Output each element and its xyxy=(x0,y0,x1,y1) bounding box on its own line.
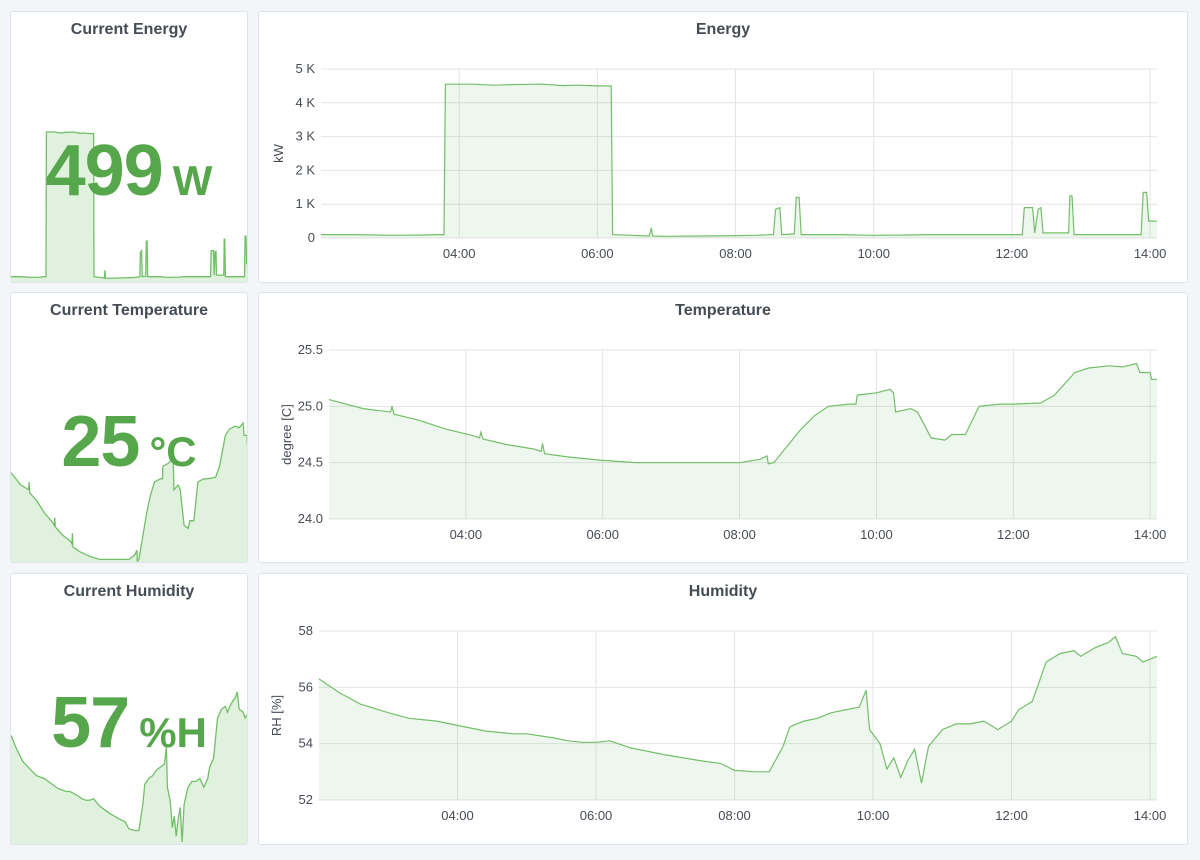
y-tick-label: 4 K xyxy=(295,95,315,110)
x-tick-label: 04:00 xyxy=(443,246,476,261)
y-tick-label: 24.0 xyxy=(298,511,323,526)
sparkline-area xyxy=(11,692,247,844)
stat-unit-temperature: °C xyxy=(149,428,197,475)
graph-panel-humidity[interactable]: Humidity 52 54 56 58 04:00 06:00 08:00 10:00 12:… xyxy=(258,573,1188,845)
y-axis-label: RH [%] xyxy=(269,695,284,736)
series-line xyxy=(321,83,1157,237)
x-tick-label: 12:00 xyxy=(996,246,1029,261)
x-tick-label: 10:00 xyxy=(860,527,893,542)
y-tick-label: 58 xyxy=(299,623,313,638)
stat-panel-temperature[interactable]: Current Temperature 25 °C xyxy=(10,292,248,563)
y-tick-label: 0 xyxy=(308,230,315,245)
x-tick-label: 08:00 xyxy=(718,808,751,823)
y-tick-label: 3 K xyxy=(295,129,315,144)
stat-value-humidity: 57 %H xyxy=(11,682,247,764)
stat-panel-humidity[interactable]: Current Humidity 57 %H xyxy=(10,573,248,845)
graph-panel-energy[interactable]: Energy 0 1 K 2 K 3 K 4 K 5 K 04:00 06:00 08:00 10… xyxy=(258,11,1188,283)
series-line xyxy=(328,362,1157,465)
graph-title-energy: Energy xyxy=(695,21,751,38)
x-tick-label: 14:00 xyxy=(1134,246,1167,261)
y-tick-label: 52 xyxy=(299,792,313,807)
stat-value-temperature: 25 °C xyxy=(11,401,247,483)
stat-number-temperature: 25 xyxy=(61,402,140,482)
stat-title-energy: Current Energy xyxy=(70,21,188,38)
x-tick-label: 04:00 xyxy=(441,808,474,823)
graph-panel-temperature[interactable]: Temperature 24.0 24.5 25.0 25.5 04:00 06:00 08… xyxy=(258,292,1188,563)
y-tick-label: 2 K xyxy=(295,162,315,177)
stat-unit-energy: W xyxy=(172,157,213,204)
series-area xyxy=(321,84,1157,238)
y-tick-label: 5 K xyxy=(295,61,315,76)
x-tick-label: 08:00 xyxy=(719,246,752,261)
series-area xyxy=(319,636,1157,800)
stat-unit-humidity: %H xyxy=(139,709,207,756)
y-tick-label: 25.5 xyxy=(298,342,323,357)
sparkline-line xyxy=(11,691,247,843)
graph-energy: 0 1 K 2 K 3 K 4 K 5 K 04:00 06:00 08:00 10:00 12:0… xyxy=(271,61,1167,261)
x-tick-label: 10:00 xyxy=(857,246,890,261)
stat-number-energy: 499 xyxy=(45,131,164,211)
x-tick-label: 04:00 xyxy=(450,527,483,542)
x-tick-label: 14:00 xyxy=(1134,527,1167,542)
stat-title-temperature: Current Temperature xyxy=(50,302,208,319)
graph-temperature: 24.0 24.5 25.0 25.5 04:00 06:00 08:00 10:00 12:0… xyxy=(279,342,1167,542)
sparkline-area xyxy=(11,132,247,282)
y-tick-label: 54 xyxy=(299,736,313,751)
y-axis-label: degree [C] xyxy=(279,404,294,465)
stat-panel-energy[interactable]: Current Energy 499 W xyxy=(10,11,248,283)
stat-sparkline-energy xyxy=(11,131,247,282)
stat-title-humidity: Current Humidity xyxy=(63,583,195,600)
x-tick-label: 12:00 xyxy=(995,808,1028,823)
sparkline-area xyxy=(11,423,247,562)
graph-title-temperature: Temperature xyxy=(675,302,771,319)
y-tick-label: 1 K xyxy=(295,196,315,211)
series-line xyxy=(318,635,1158,784)
x-tick-label: 10:00 xyxy=(857,808,890,823)
sparkline-line xyxy=(11,131,247,280)
series-area xyxy=(329,363,1157,519)
y-tick-label: 24.5 xyxy=(298,455,323,470)
stat-sparkline-humidity xyxy=(11,691,247,844)
x-tick-label: 14:00 xyxy=(1134,808,1167,823)
graph-title-humidity: Humidity xyxy=(688,583,758,600)
stat-sparkline-temperature xyxy=(11,421,247,562)
stat-number-humidity: 57 xyxy=(51,683,130,763)
sparkline-line xyxy=(11,421,247,562)
graph-humidity: 52 54 56 58 04:00 06:00 08:00 10:00 12:00 14:00 RH… xyxy=(269,623,1167,823)
y-axis-label: kW xyxy=(271,143,286,163)
x-tick-label: 06:00 xyxy=(581,246,614,261)
stat-value-energy: 499 W xyxy=(11,130,247,212)
x-tick-label: 06:00 xyxy=(586,527,619,542)
x-tick-label: 12:00 xyxy=(997,527,1030,542)
x-tick-label: 08:00 xyxy=(723,527,756,542)
x-tick-label: 06:00 xyxy=(580,808,613,823)
y-tick-label: 56 xyxy=(299,679,313,694)
y-tick-label: 25.0 xyxy=(298,398,323,413)
